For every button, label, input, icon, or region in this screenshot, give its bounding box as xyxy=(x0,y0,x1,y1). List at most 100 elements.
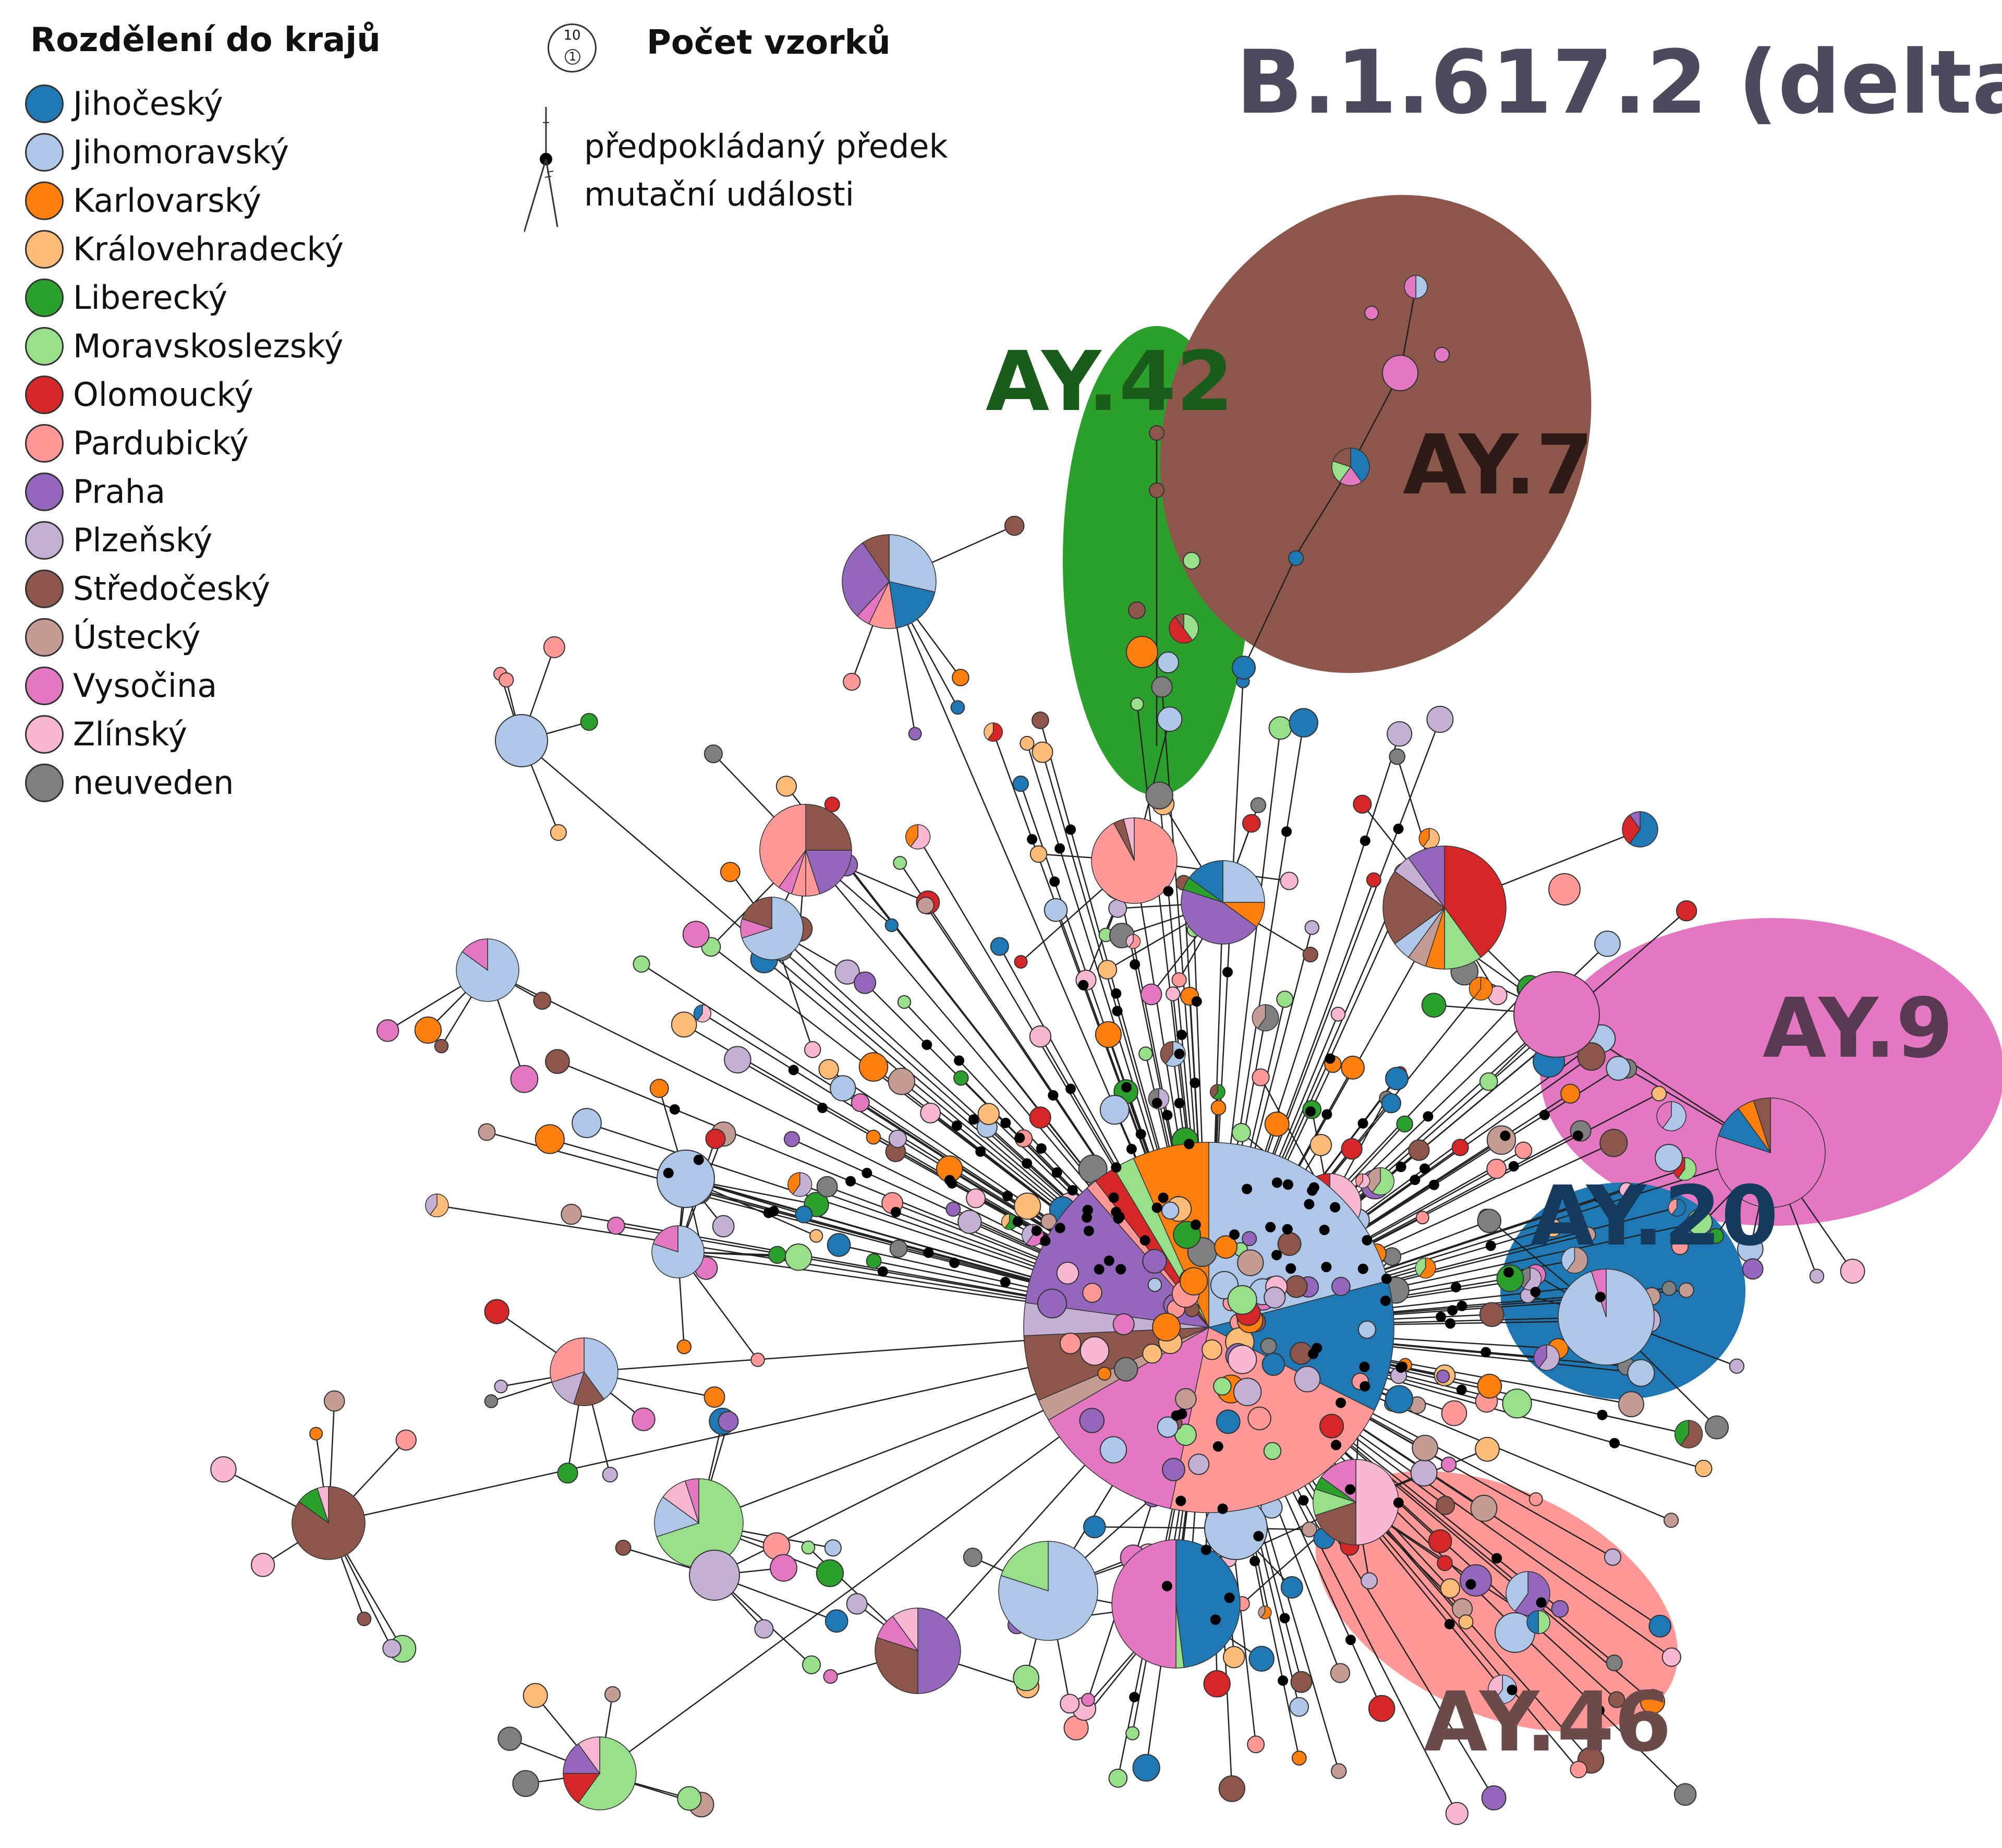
pie-slice xyxy=(1097,960,1118,980)
pie-slice xyxy=(1619,1182,1635,1198)
haplotype-node xyxy=(1095,1021,1122,1048)
haplotype-node xyxy=(984,722,1003,742)
pie-slice xyxy=(563,1773,601,1804)
pie-slice xyxy=(1175,1539,1241,1668)
pie-slice xyxy=(1209,1084,1218,1098)
pie-slice xyxy=(834,959,860,985)
pie-slice xyxy=(1250,797,1267,813)
ancestor-node xyxy=(1158,1192,1169,1203)
pie-slice xyxy=(1037,1288,1067,1319)
ancestor-node xyxy=(921,1040,932,1050)
pie-slice xyxy=(584,1337,618,1400)
pie-slice xyxy=(1671,1237,1689,1255)
secondary-hub-node xyxy=(759,804,852,897)
clade-node xyxy=(1331,448,1370,486)
pie-slice xyxy=(1486,1125,1516,1155)
ancestor-node xyxy=(1345,1634,1356,1645)
pie-slice xyxy=(768,1246,786,1264)
ancestor-node xyxy=(1485,1240,1496,1251)
ancestor-node xyxy=(1065,824,1076,835)
ancestor-node xyxy=(1054,1223,1065,1234)
haplotype-node xyxy=(1132,1754,1160,1782)
legend-item: Jihomoravský xyxy=(25,128,494,176)
ancestor-node xyxy=(944,1175,955,1186)
ancestor-node xyxy=(1336,1397,1346,1408)
legend-swatch xyxy=(25,521,64,560)
haplotype-node xyxy=(1514,1141,1533,1159)
ancestor-node xyxy=(1161,1580,1172,1591)
pie-slice xyxy=(1629,811,1658,848)
ancestor-node xyxy=(1130,959,1140,970)
pie-slice xyxy=(1290,1671,1313,1693)
sample-count-small-circle: 1 xyxy=(565,49,580,65)
haplotype-node xyxy=(1440,1578,1461,1599)
ancestor-node xyxy=(1242,1183,1253,1194)
secondary-hub-node xyxy=(292,1486,366,1560)
haplotype-node xyxy=(1032,741,1053,763)
pie-slice xyxy=(1479,1302,1504,1327)
pie-slice xyxy=(866,1129,881,1145)
pie-slice xyxy=(1060,1694,1080,1714)
haplotype-node xyxy=(1330,1007,1346,1022)
ancestor-node xyxy=(1111,988,1122,999)
haplotype-node xyxy=(1209,1084,1226,1100)
leaf-node xyxy=(1301,1521,1317,1538)
pie-slice xyxy=(1686,1209,1713,1236)
pie-slice xyxy=(1428,1529,1452,1553)
haplotype-node xyxy=(1289,708,1318,738)
hub-inner-node xyxy=(1202,1339,1222,1360)
pie-slice xyxy=(1648,1614,1672,1638)
pie-slice xyxy=(1437,1555,1453,1572)
ancestor-node xyxy=(1040,1235,1051,1246)
ancestor-node xyxy=(890,1206,901,1217)
pie-slice xyxy=(1151,676,1173,698)
haplotype-node xyxy=(1309,1133,1332,1156)
hub-inner-node xyxy=(1142,1343,1162,1364)
leaf-node xyxy=(1389,748,1406,765)
haplotype-node xyxy=(897,995,912,1009)
legend-swatch xyxy=(25,666,64,705)
pie-slice xyxy=(1533,1344,1547,1369)
leaf-node xyxy=(884,918,899,933)
ancestor-node xyxy=(1051,1167,1062,1178)
pie-slice xyxy=(1032,741,1053,763)
ancestor-node xyxy=(1065,1083,1076,1094)
pie-slice xyxy=(842,542,890,617)
haplotype-node xyxy=(1125,1726,1140,1741)
haplotype-node xyxy=(1651,1085,1667,1102)
leaf-node xyxy=(615,1539,632,1556)
hub-inner-node xyxy=(1162,1458,1185,1481)
ancestor-node xyxy=(1217,1503,1228,1514)
pie-slice xyxy=(816,1176,838,1198)
haplotype-node xyxy=(1477,1209,1502,1234)
pie-slice xyxy=(1128,601,1146,619)
pie-slice xyxy=(1289,1697,1309,1717)
pie-slice xyxy=(1013,1664,1040,1692)
leaf-node xyxy=(816,1559,844,1587)
legend-item: Jihočeský xyxy=(25,79,494,128)
haplotype-node xyxy=(775,776,797,797)
pie-slice xyxy=(1331,1276,1351,1296)
pie-slice xyxy=(357,1611,372,1626)
pie-slice xyxy=(1695,1459,1713,1478)
sample-count-large-value: 10 xyxy=(563,28,581,43)
ancestor-node xyxy=(1279,1613,1290,1624)
ancestor-node xyxy=(1271,1177,1282,1188)
pie-slice xyxy=(657,1150,715,1208)
pie-slice xyxy=(724,1046,751,1073)
haplotype-node xyxy=(866,1129,881,1145)
legend-label: Jihočeský xyxy=(73,84,223,123)
leaf-node xyxy=(1396,1115,1413,1133)
pie-slice xyxy=(862,534,890,583)
pie-slice xyxy=(952,669,969,686)
pie-slice xyxy=(851,1093,870,1112)
pie-slice xyxy=(484,1394,499,1408)
haplotype-node xyxy=(1661,1281,1677,1296)
ancestor-node xyxy=(1282,1179,1293,1190)
pie-slice xyxy=(966,1188,986,1209)
pie-slice xyxy=(1161,1201,1180,1220)
ancestor-node xyxy=(1419,1163,1430,1174)
ancestor-node xyxy=(1171,1410,1182,1421)
pie-slice xyxy=(498,1726,522,1751)
haplotype-node xyxy=(917,897,935,914)
